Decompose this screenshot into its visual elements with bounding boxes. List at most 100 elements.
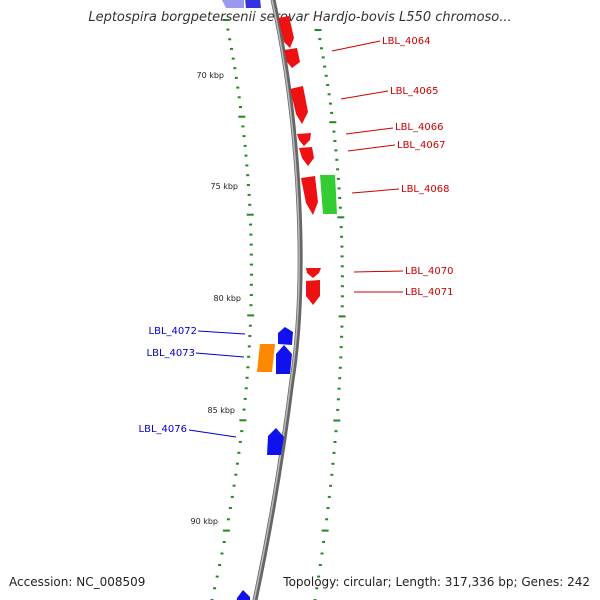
scale-label-90: 90 kbp: [190, 517, 218, 526]
inner-ticks-tick: [247, 355, 251, 358]
backbone-arc: [252, 0, 303, 600]
outer-ticks-tick: [336, 177, 340, 180]
inner-ticks-tick: [249, 223, 253, 226]
inner-ticks-tick: [249, 263, 253, 266]
inner-ticks-tick: [230, 47, 233, 50]
outer-ticks-tick: [340, 245, 344, 248]
outer-ticks-tick: [335, 158, 339, 161]
inner-ticks-tick: [249, 243, 253, 246]
leader-LBL_4065: [340, 90, 389, 100]
label-LBL_4065: LBL_4065: [390, 86, 438, 97]
inner-tick-marks: [210, 19, 255, 600]
outer-ticks-tick: [324, 74, 328, 77]
inner-ticks-tick: [249, 233, 253, 236]
outer-ticks-tick: [334, 430, 338, 433]
inner-ticks-tick: [249, 304, 253, 307]
outer-ticks-tick: [331, 462, 335, 465]
inner-ticks-tick: [226, 28, 230, 31]
inner-ticks-tick: [241, 125, 245, 128]
inner-ticks-tick: [242, 408, 246, 411]
outer-ticks-tick: [333, 419, 341, 422]
gene-LBL_4076[interactable]: [267, 428, 284, 455]
outer-ticks-tick: [336, 168, 340, 171]
gene-LBL_4064-part2[interactable]: [284, 48, 300, 68]
label-LBL_4067: LBL_4067: [397, 140, 445, 151]
outer-ticks-tick: [314, 29, 322, 31]
gene-LBL_4072[interactable]: [278, 327, 293, 345]
inner-ticks-tick: [237, 96, 241, 99]
outer-ticks-tick: [339, 226, 343, 229]
label-LBL_4066: LBL_4066: [395, 122, 443, 133]
outer-tick-marks: [313, 29, 346, 600]
outer-ticks-tick: [330, 473, 334, 476]
inner-ticks-tick: [249, 253, 253, 256]
inner-ticks-tick: [238, 115, 246, 118]
inner-ticks-tick: [245, 164, 249, 167]
inner-ticks-tick: [249, 283, 253, 286]
gene-LBL_4070[interactable]: [306, 268, 321, 278]
inner-ticks-tick: [244, 387, 248, 390]
label-LBL_4076: LBL_4076: [139, 424, 187, 435]
inner-ticks-tick: [246, 213, 254, 216]
gene-LBL_4065[interactable]: [290, 86, 308, 124]
gene-LBL_4064-part1[interactable]: [278, 16, 294, 48]
outer-ticks-tick: [320, 552, 324, 555]
outer-ticks-tick: [325, 518, 329, 521]
label-LBL_4070: LBL_4070: [405, 266, 453, 277]
inner-ticks-tick: [220, 552, 224, 555]
inner-ticks-tick: [247, 193, 251, 196]
gene-LBL_4064-block[interactable]: [278, 16, 300, 68]
leader-LBL_4064: [331, 40, 381, 52]
inner-ticks-tick: [222, 541, 226, 543]
gene-LBL_4068[interactable]: [301, 176, 318, 215]
outer-ticks-tick: [318, 564, 322, 566]
inner-ticks-tick: [213, 587, 217, 590]
inner-ticks-tick: [232, 484, 236, 487]
inner-ticks-tick: [228, 38, 232, 41]
scale-label-75: 75 kbp: [210, 182, 238, 191]
inner-ticks-tick: [248, 324, 252, 327]
inner-ticks-tick: [248, 335, 252, 337]
leader-LBL_4072: [197, 330, 246, 335]
inner-ticks-tick: [246, 174, 250, 177]
inner-ticks-tick: [234, 76, 238, 79]
gene-LBL_4067[interactable]: [299, 147, 314, 166]
leader-LBL_4073: [195, 352, 245, 358]
gene-orange[interactable]: [257, 344, 275, 372]
gene-green[interactable]: [320, 175, 337, 214]
outer-ticks-tick: [328, 102, 332, 105]
outer-ticks-tick: [326, 507, 330, 510]
gene-bottom-reverse[interactable]: [236, 590, 250, 600]
inner-ticks-tick: [230, 495, 234, 498]
inner-ticks-tick: [239, 106, 242, 108]
leader-LBL_4068: [351, 188, 400, 194]
backbone-arc-highlight: [253, 0, 300, 600]
outer-ticks-tick: [337, 187, 341, 190]
scale-label-85: 85 kbp: [207, 406, 235, 415]
outer-ticks-tick: [340, 335, 344, 338]
inner-ticks-tick: [247, 345, 251, 348]
gene-LBL_4066[interactable]: [297, 133, 311, 146]
outer-ticks-tick: [329, 121, 337, 124]
outer-ticks-tick: [340, 235, 344, 238]
gene-top-reverse-faded[interactable]: [222, 0, 244, 8]
inner-ticks-tick: [246, 184, 250, 186]
label-LBL_4064: LBL_4064: [382, 36, 430, 47]
leader-LBL_4076: [188, 429, 237, 438]
gene-top-reverse[interactable]: [245, 0, 261, 8]
inner-ticks-tick: [236, 86, 240, 89]
scale-label-80: 80 kbp: [213, 294, 241, 303]
inner-ticks-tick: [246, 366, 250, 369]
inner-ticks-tick: [222, 529, 230, 532]
outer-ticks-tick: [329, 484, 333, 487]
inner-ticks-tick: [231, 57, 235, 60]
outer-ticks-tick: [339, 346, 343, 349]
outer-ticks-tick: [340, 265, 344, 268]
outer-ticks-tick: [332, 130, 336, 133]
inner-ticks-tick: [249, 294, 253, 296]
inner-ticks-tick: [245, 376, 249, 379]
inner-ticks-tick: [235, 462, 239, 465]
outer-ticks-tick: [321, 529, 329, 532]
gene-LBL_4073[interactable]: [276, 345, 292, 374]
gene-LBL_4071[interactable]: [306, 280, 320, 305]
